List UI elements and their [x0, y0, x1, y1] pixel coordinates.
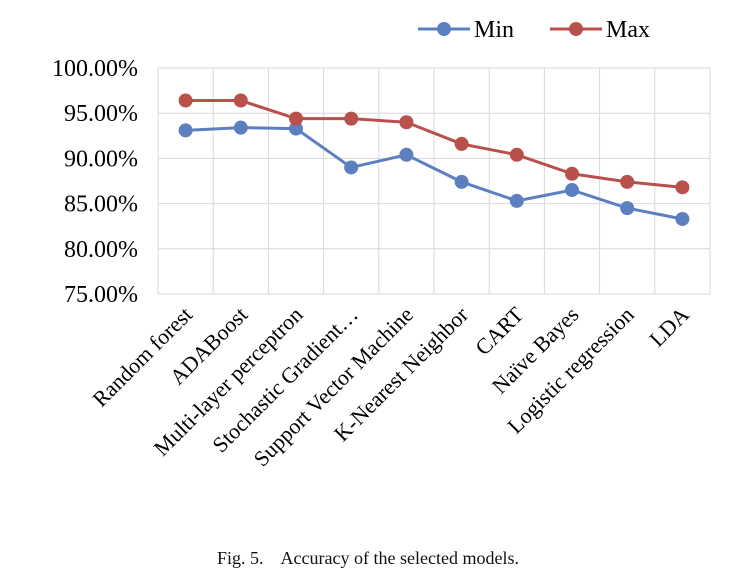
- legend: Min Max: [418, 17, 650, 43]
- y-tick-label: 100.00%: [52, 56, 138, 82]
- y-tick-label: 85.00%: [64, 192, 138, 218]
- data-point-max: [344, 111, 359, 126]
- data-point-max: [233, 93, 248, 108]
- legend-label: Max: [606, 17, 650, 43]
- y-tick-label: 90.00%: [64, 146, 138, 172]
- y-tick-label: 80.00%: [64, 237, 138, 263]
- y-tick-label: 75.00%: [64, 282, 138, 308]
- legend-marker: [437, 22, 451, 36]
- series-lines: [178, 93, 690, 226]
- data-point-max: [675, 180, 690, 195]
- figure-caption: Fig. 5. Accuracy of the selected models.: [217, 548, 519, 568]
- x-tick-label: LDA: [644, 302, 694, 352]
- data-point-max: [509, 147, 524, 162]
- y-tick-label: 95.00%: [64, 101, 138, 127]
- data-point-min: [454, 174, 469, 189]
- gridlines: [157, 67, 711, 295]
- data-point-min: [675, 211, 690, 226]
- series-line-min: [185, 126, 683, 221]
- series-line-max: [185, 99, 683, 189]
- data-point-min: [620, 201, 635, 216]
- data-point-max: [454, 136, 469, 151]
- data-point-max: [565, 166, 579, 181]
- data-point-max: [178, 93, 193, 108]
- data-point-min: [289, 121, 303, 136]
- data-point-min: [565, 183, 579, 198]
- data-point-min: [344, 160, 359, 175]
- data-point-max: [289, 111, 303, 126]
- data-point-min: [178, 123, 193, 138]
- data-point-max: [620, 174, 635, 189]
- legend-label: Min: [474, 17, 514, 43]
- y-axis-labels: 75.00% 80.00% 85.00% 90.00% 95.00% 100.00%: [52, 56, 138, 308]
- data-point-max: [399, 115, 414, 130]
- data-point-min: [509, 193, 524, 208]
- data-point-min: [399, 147, 414, 162]
- line-chart: 75.00% 80.00% 85.00% 90.00% 95.00% 100.00% Ra…: [52, 17, 711, 471]
- legend-marker: [569, 22, 583, 36]
- data-point-min: [233, 120, 248, 135]
